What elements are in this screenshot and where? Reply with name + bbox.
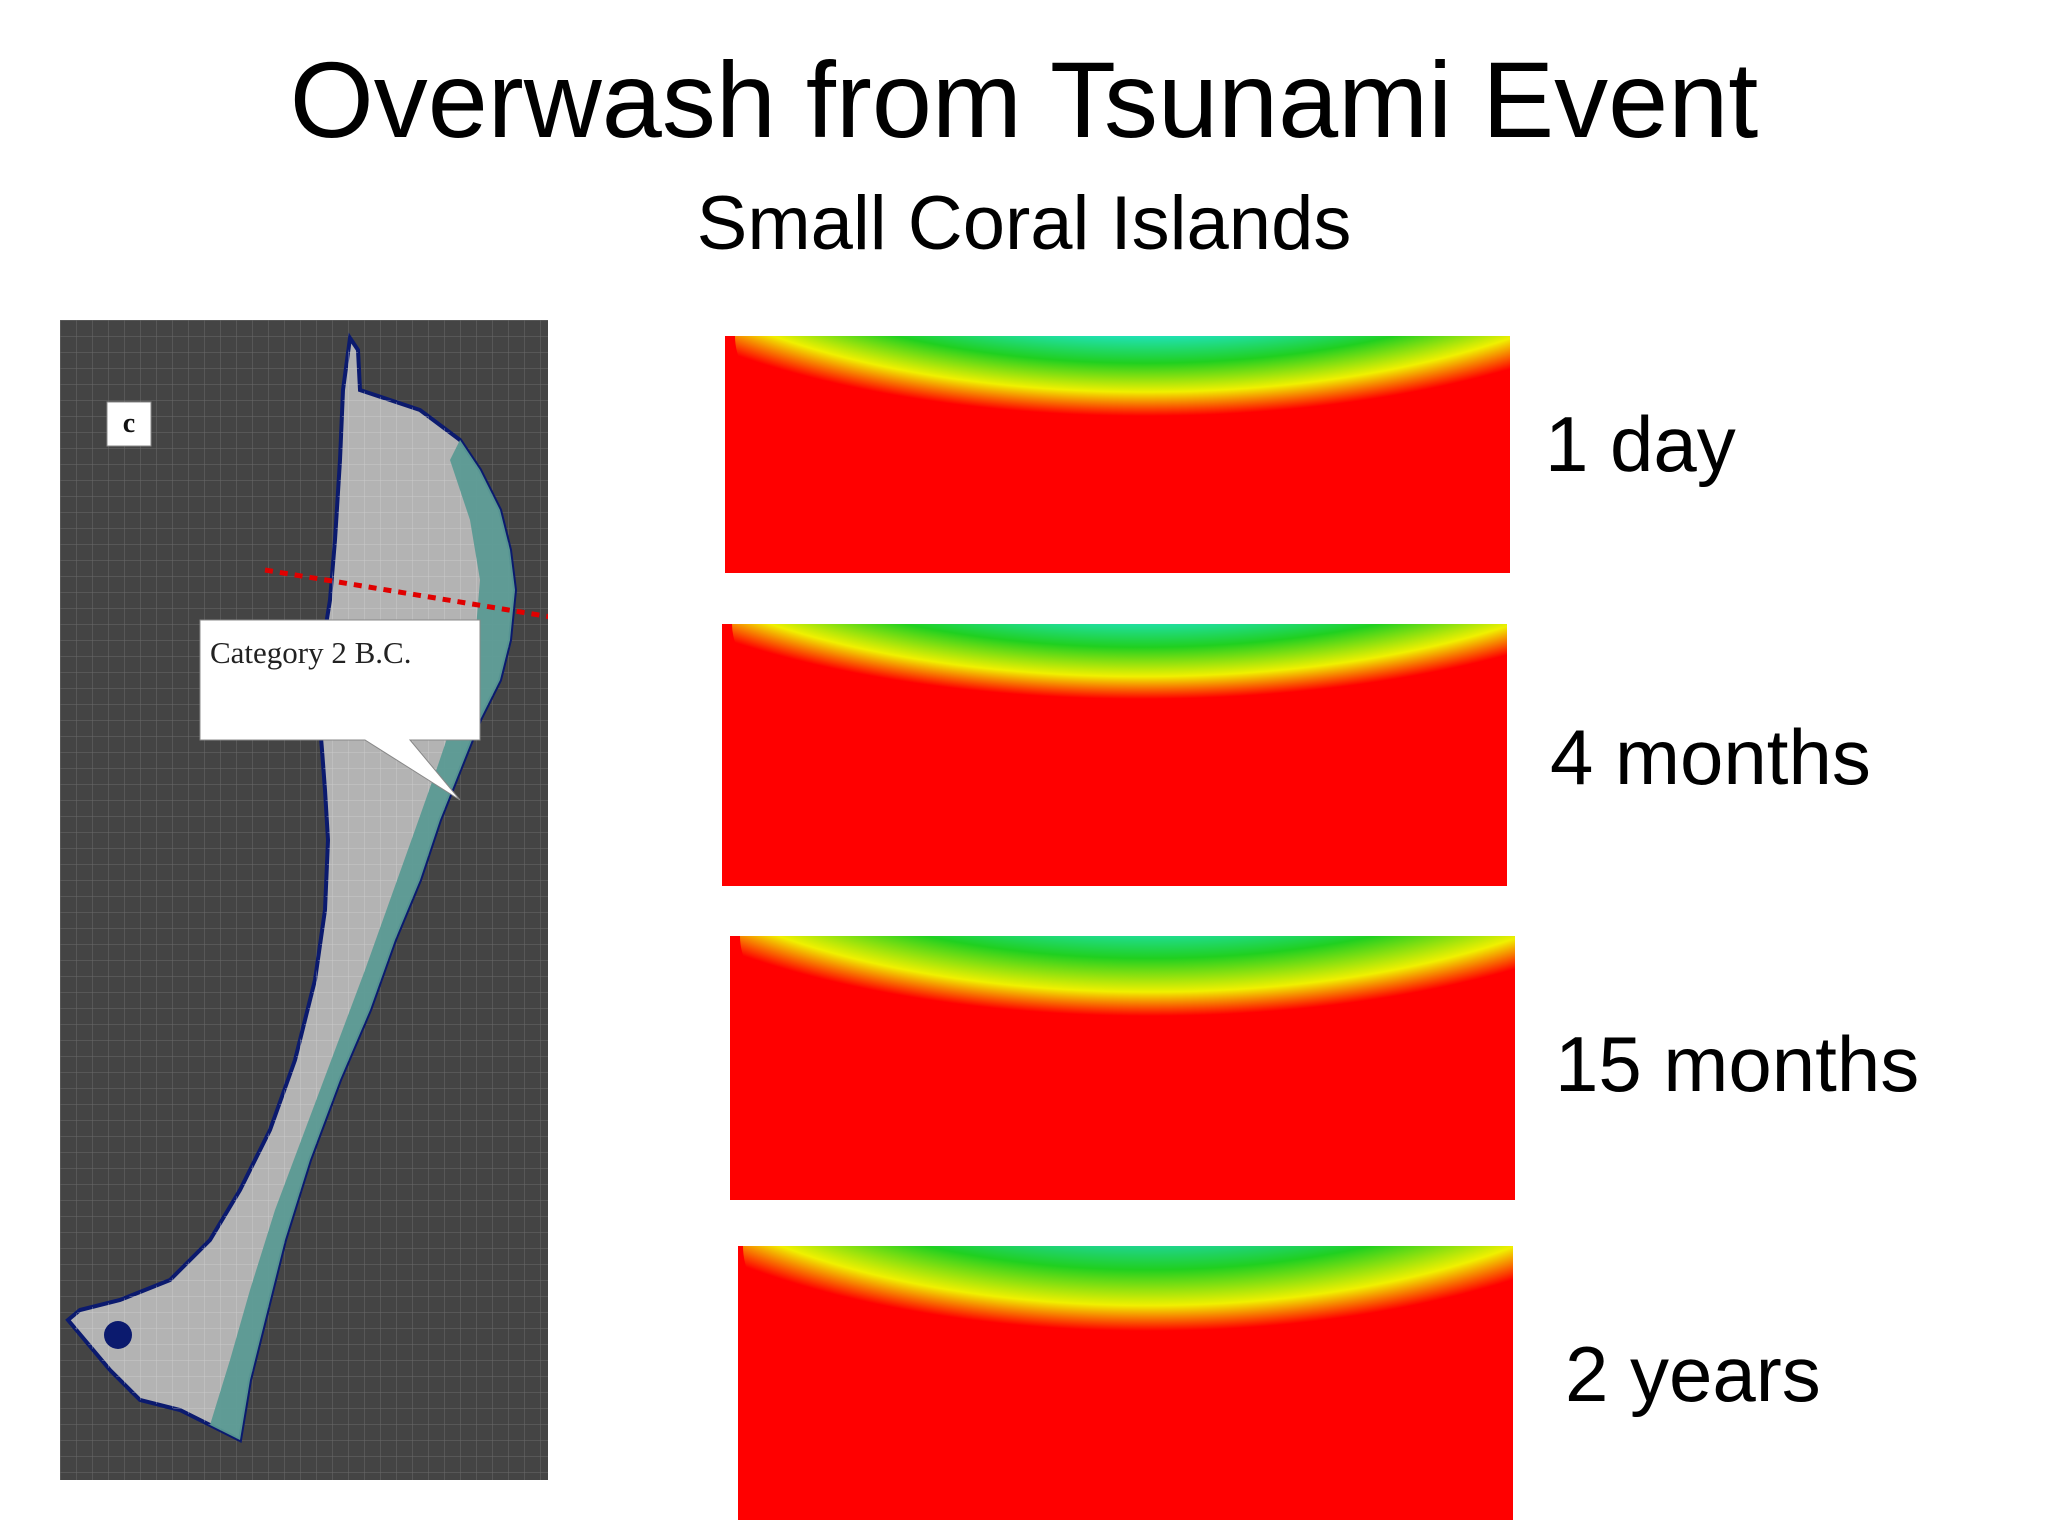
panel-letter: c	[122, 408, 136, 439]
section-label-2: 4 months	[1550, 713, 1871, 801]
beach-strip	[210, 440, 515, 1440]
callout-label: Category 2 B.C.	[210, 635, 412, 670]
section-4-months	[722, 616, 1507, 886]
island-map: c Category 2 B.C.	[60, 320, 548, 1480]
transect-line	[264, 567, 548, 619]
slide-subtitle: Small Coral Islands	[696, 181, 1352, 266]
section-label-1: 1 day	[1545, 400, 1736, 488]
lagoon	[104, 1321, 132, 1349]
callout-box	[199, 619, 481, 801]
section-label-3: 15 months	[1555, 1020, 1920, 1108]
section-2-years	[738, 1238, 1513, 1520]
section-15-months	[730, 928, 1515, 1200]
island-map-graphic	[60, 320, 548, 1480]
section-label-4: 2 years	[1565, 1330, 1821, 1418]
slide-title: Overwash from Tsunami Event	[289, 39, 1759, 160]
section-1-day	[725, 328, 1510, 573]
